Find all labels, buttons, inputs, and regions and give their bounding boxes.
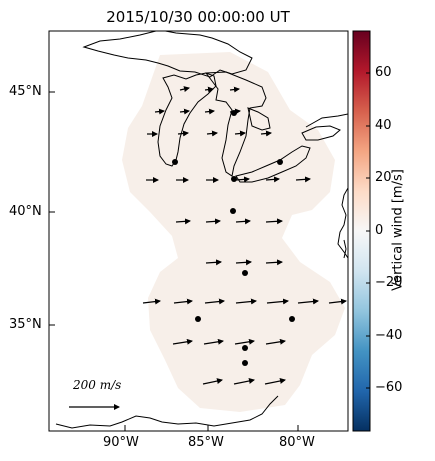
station-dot <box>195 316 201 322</box>
coverage-region <box>122 52 345 412</box>
colorbar-tick-label: 60 <box>375 65 392 80</box>
station-dot <box>277 159 283 165</box>
station-markers <box>172 110 295 366</box>
station-dot <box>231 110 237 116</box>
station-dot <box>242 345 248 351</box>
station-dot <box>231 176 237 182</box>
map-ticks <box>49 91 299 431</box>
lake-superior <box>82 31 253 78</box>
colorbar-tick-label: −40 <box>375 328 403 343</box>
wind-vectors <box>142 86 347 385</box>
lat-label-45: 45°N <box>9 84 42 99</box>
colorbar-tick-label: 20 <box>375 170 392 185</box>
ontario-coast <box>305 113 348 128</box>
lon-label-80: 80°W <box>279 435 315 450</box>
station-dot <box>230 208 236 214</box>
colorbar-tick-label: −60 <box>375 380 403 395</box>
lon-label-90: 90°W <box>103 435 139 450</box>
lat-label-40: 40°N <box>9 204 42 219</box>
gulf-coast <box>55 395 279 429</box>
lake-michigan <box>157 72 217 167</box>
station-dot <box>172 159 178 165</box>
georgian-bay <box>247 107 271 131</box>
station-dot <box>289 316 295 322</box>
lake-huron <box>205 71 267 177</box>
scale-arrow-label: 200 m/s <box>73 378 122 392</box>
colorbar-ticks <box>366 72 370 389</box>
lake-ontario <box>301 125 341 141</box>
chesapeake <box>343 239 347 259</box>
colorbar-tick-label: 0 <box>375 223 384 238</box>
lake-erie <box>235 145 311 183</box>
colorbar-tick-label: 40 <box>375 118 392 133</box>
station-dot <box>242 270 248 276</box>
colorbar-tick-label: −20 <box>375 275 403 290</box>
lon-label-85: 85°W <box>188 435 224 450</box>
colorbar-label: Vertical wind [m/s] <box>390 169 406 291</box>
map-title: 2015/10/30 00:00:00 UT <box>106 8 290 26</box>
atlantic-coast <box>337 187 348 259</box>
station-dot <box>242 360 248 366</box>
lat-label-35: 35°N <box>9 317 42 332</box>
map-frame <box>48 30 349 432</box>
